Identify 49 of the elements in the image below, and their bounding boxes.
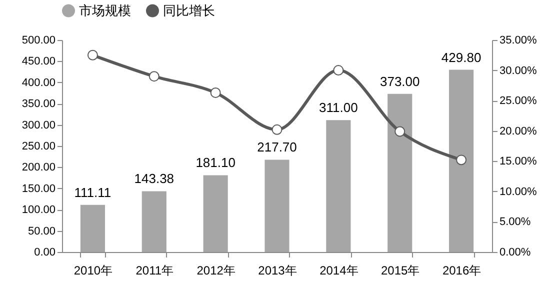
y-tick-label: 0.00 <box>34 246 56 258</box>
y-tick-label: 400.00 <box>22 76 56 89</box>
x-tick-label: 2014年 <box>320 264 358 278</box>
y2-tick-label: 5.00% <box>500 216 531 228</box>
bar <box>388 94 412 252</box>
y-tick-label: 350.00 <box>22 98 56 110</box>
y-tick-label: 50.00 <box>28 225 56 238</box>
data-label: 143.38 <box>134 171 174 186</box>
bar <box>142 191 166 252</box>
data-label: 429.80 <box>441 50 482 65</box>
data-label: 311.00 <box>319 100 358 116</box>
y-tick-label: 150.00 <box>22 182 56 195</box>
y-tick-label: 500.00 <box>22 34 56 46</box>
y2-tick-label: 25.00% <box>500 95 538 108</box>
x-tick-label: 2016年 <box>442 264 482 278</box>
x-tick-label: 2012年 <box>196 264 236 278</box>
data-label: 373.00 <box>380 74 420 89</box>
x-tick-label: 2010年 <box>74 264 113 278</box>
point <box>394 126 406 137</box>
y2-tick-label: 30.00% <box>500 64 538 77</box>
data-label: 111.11 <box>74 184 112 200</box>
x-tick-label: 2015年 <box>381 264 420 278</box>
x-tick-label: 2013年 <box>258 264 297 278</box>
point <box>148 71 160 82</box>
y2-tick-label: 35.00% <box>500 34 538 46</box>
y2-tick-label: 20.00% <box>500 125 538 138</box>
y-tick-label: 200.00 <box>22 162 56 174</box>
data-label: 217.70 <box>257 140 297 155</box>
bar <box>80 204 105 252</box>
point <box>87 50 98 60</box>
bar <box>326 120 351 252</box>
y-tick-label: 450.00 <box>22 56 56 68</box>
x-tick-label: 2011年 <box>136 264 174 278</box>
point <box>333 65 344 76</box>
y2-tick-label: 10.00% <box>500 186 538 198</box>
y2-tick-label: 15.00% <box>500 156 538 168</box>
legend-label: 市场规模 <box>79 2 131 18</box>
y2-tick-label: 0.00% <box>500 246 531 258</box>
point <box>272 124 282 135</box>
bar <box>203 175 228 252</box>
y-tick-label: 100.00 <box>22 204 56 216</box>
bar <box>264 160 290 252</box>
data-label: 181.10 <box>196 155 236 170</box>
bar <box>449 70 474 252</box>
y-tick-label: 300.00 <box>22 119 56 132</box>
y-tick-label: 250.00 <box>22 140 56 152</box>
point <box>210 87 221 98</box>
point <box>456 154 467 166</box>
legend-label: 同比增长 <box>163 2 215 18</box>
